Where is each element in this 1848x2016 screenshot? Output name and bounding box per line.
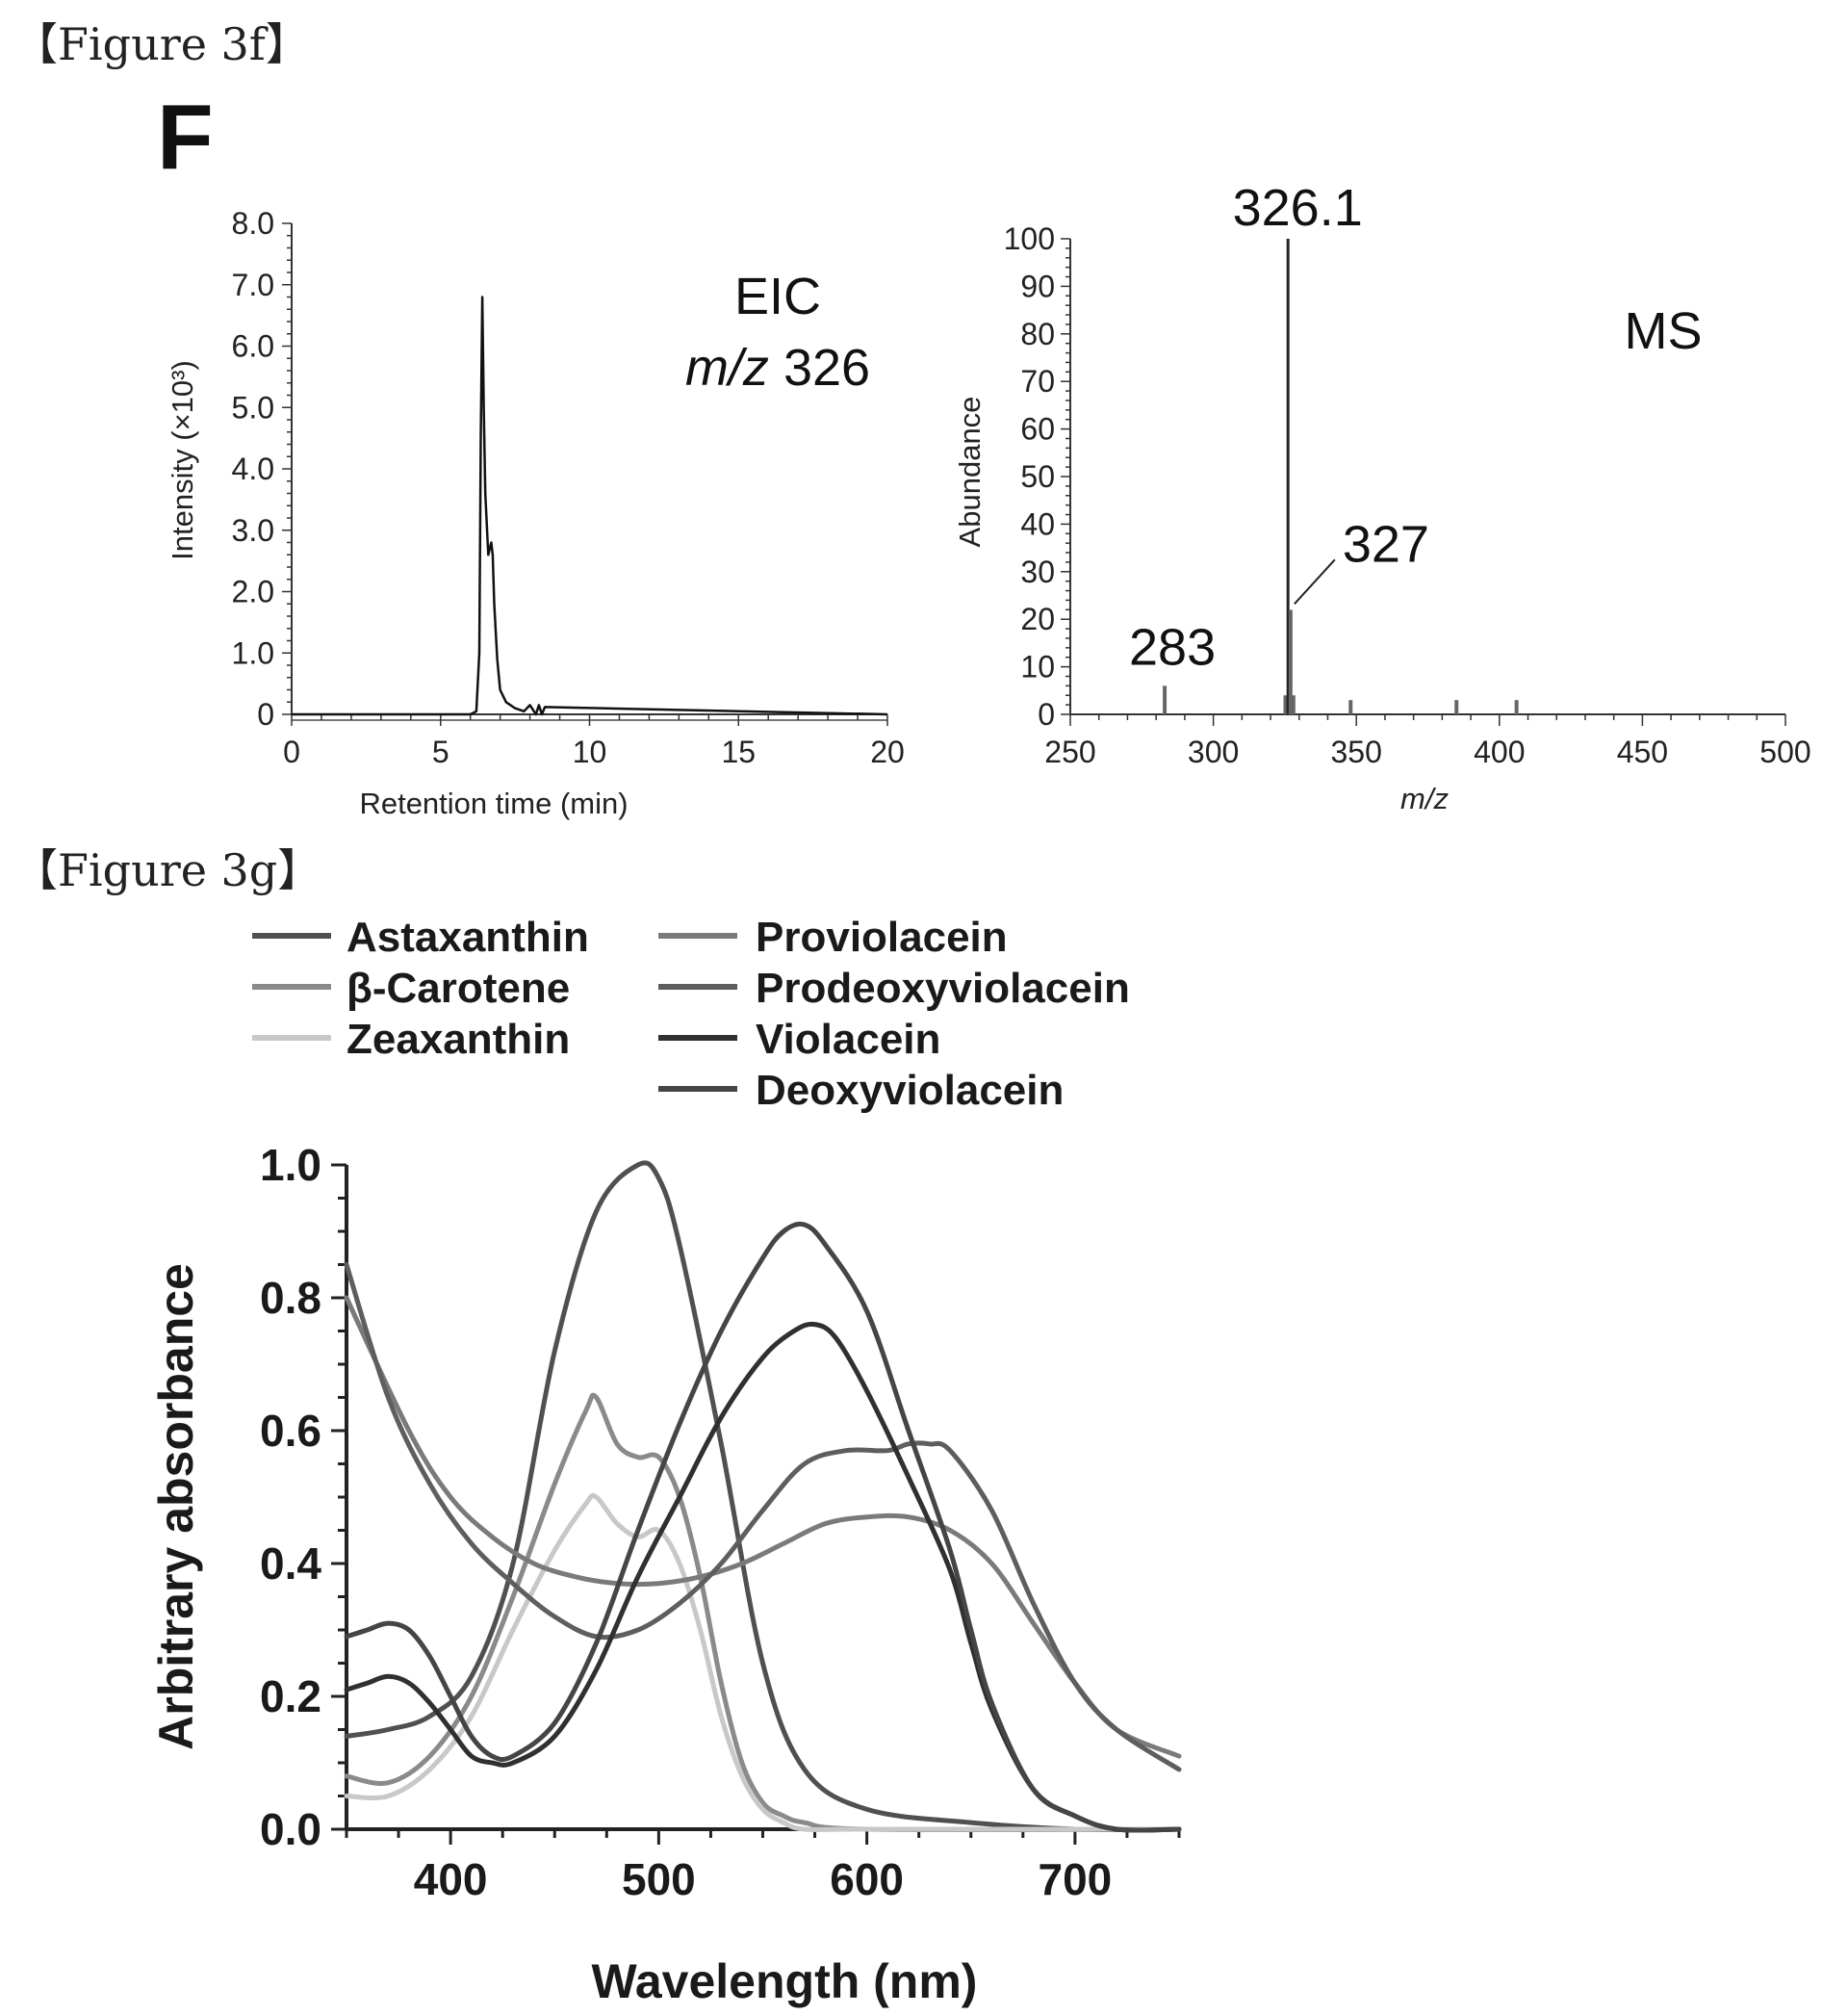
eic-trace bbox=[292, 296, 888, 716]
series-line-prodeoxyviolacein bbox=[344, 1262, 1182, 1772]
ms-annotation: MS bbox=[1625, 302, 1703, 360]
series-line-carotene bbox=[344, 1392, 1182, 1833]
eic-y-tick-label: 5.0 bbox=[232, 390, 274, 425]
ms-chart: MS m/z Abundance 0 10 20 30 40 50 60 70 80 90 100 2… bbox=[953, 179, 1811, 815]
legend-label: Proviolacein bbox=[756, 914, 1008, 961]
ms-y-tick-label: 30 bbox=[1020, 555, 1055, 589]
abs-y-tick-label: 0.4 bbox=[260, 1538, 321, 1589]
abs-x-axis-label: Wavelength (nm) bbox=[592, 1954, 978, 2008]
ms-y-tick-label: 60 bbox=[1020, 412, 1055, 447]
abs-y-tick-label: 0.8 bbox=[260, 1273, 321, 1323]
ms-x-axis-label: m/z bbox=[1400, 782, 1449, 815]
abs-y-tick-label: 0.6 bbox=[260, 1406, 321, 1456]
ms-y-tick-label: 0 bbox=[1038, 697, 1055, 732]
ms-peak-leader-line bbox=[1294, 558, 1336, 605]
series-line-deoxyviolacein bbox=[344, 1221, 1182, 1833]
ms-peak-label: 283 bbox=[1129, 618, 1216, 676]
eic-annotation-mz: m/z 326 bbox=[685, 339, 870, 397]
legend-label: Prodeoxyviolacein bbox=[756, 965, 1130, 1012]
eic-chart: EIC m/z 326 Retention time (min) Intensi… bbox=[166, 206, 905, 820]
panel-letter-f: F bbox=[157, 86, 214, 189]
ms-x-tick-label: 300 bbox=[1188, 735, 1239, 769]
abs-x-tick-label: 600 bbox=[830, 1854, 904, 1904]
eic-y-tick-label: 3.0 bbox=[232, 513, 274, 548]
eic-x-tick-label: 15 bbox=[721, 735, 756, 769]
abs-x-tick-label: 700 bbox=[1039, 1854, 1113, 1904]
eic-y-tick-label: 0 bbox=[257, 697, 274, 732]
eic-x-tick-label: 10 bbox=[573, 735, 607, 769]
abs-y-tick-label: 0.0 bbox=[260, 1804, 321, 1854]
series-line-astaxanthin bbox=[344, 1160, 1182, 1833]
ms-y-tick-label: 20 bbox=[1020, 602, 1055, 636]
ms-y-tick-label: 90 bbox=[1020, 269, 1055, 303]
eic-x-tick-label: 20 bbox=[870, 735, 905, 769]
abs-x-tick-label: 400 bbox=[414, 1854, 488, 1904]
ms-x-tick-label: 450 bbox=[1617, 735, 1668, 769]
ms-y-tick-label: 70 bbox=[1020, 364, 1055, 399]
ms-x-tick-label: 400 bbox=[1474, 735, 1525, 769]
ms-peak-label: 326.1 bbox=[1233, 179, 1363, 237]
ms-y-tick-label: 80 bbox=[1020, 317, 1055, 351]
eic-y-axis-label: Intensity (×10³) bbox=[166, 360, 199, 560]
eic-x-tick-label: 5 bbox=[432, 735, 449, 769]
caption-figure-3f: 【Figure 3f】 bbox=[13, 18, 310, 70]
eic-x-tick-label: 0 bbox=[283, 735, 300, 769]
legend-label: Deoxyviolacein bbox=[756, 1067, 1064, 1114]
ms-y-tick-label: 40 bbox=[1020, 506, 1055, 541]
eic-y-tick-label: 2.0 bbox=[232, 575, 274, 609]
abs-x-tick-label: 500 bbox=[622, 1854, 696, 1904]
ms-y-axis-label: Abundance bbox=[953, 397, 987, 548]
legend-label: Astaxanthin bbox=[346, 914, 589, 961]
ms-x-tick-label: 250 bbox=[1044, 735, 1095, 769]
eic-y-tick-label: 6.0 bbox=[232, 329, 274, 364]
series-line-proviolacein bbox=[344, 1295, 1182, 1759]
abs-y-axis-label: Arbitrary absorbance bbox=[149, 1263, 203, 1750]
legend-label: Violacein bbox=[756, 1016, 940, 1063]
legend-label: β-Carotene bbox=[346, 965, 570, 1012]
ms-peak-label: 327 bbox=[1343, 515, 1429, 573]
caption-figure-3g: 【Figure 3g】 bbox=[13, 844, 321, 896]
eic-y-tick-label: 1.0 bbox=[232, 635, 274, 670]
series-line-violacein bbox=[344, 1321, 1182, 1833]
eic-annotation-title: EIC bbox=[734, 268, 821, 325]
series-line-zeaxanthin bbox=[344, 1492, 1182, 1833]
ms-x-tick-label: 500 bbox=[1759, 735, 1810, 769]
ms-y-tick-label: 10 bbox=[1020, 650, 1055, 685]
eic-annotation: EIC m/z 326 bbox=[685, 268, 870, 397]
eic-x-axis-label: Retention time (min) bbox=[359, 787, 628, 820]
abs-y-tick-label: 1.0 bbox=[260, 1140, 321, 1190]
abs-y-tick-label: 0.2 bbox=[260, 1671, 321, 1721]
ms-y-tick-label: 100 bbox=[1004, 221, 1055, 256]
eic-y-tick-label: 7.0 bbox=[232, 268, 274, 302]
ms-y-tick-label: 50 bbox=[1020, 459, 1055, 494]
legend-label: Zeaxanthin bbox=[346, 1016, 570, 1063]
ms-x-tick-label: 350 bbox=[1331, 735, 1382, 769]
eic-y-tick-label: 8.0 bbox=[232, 206, 274, 241]
eic-y-tick-label: 4.0 bbox=[232, 452, 274, 486]
